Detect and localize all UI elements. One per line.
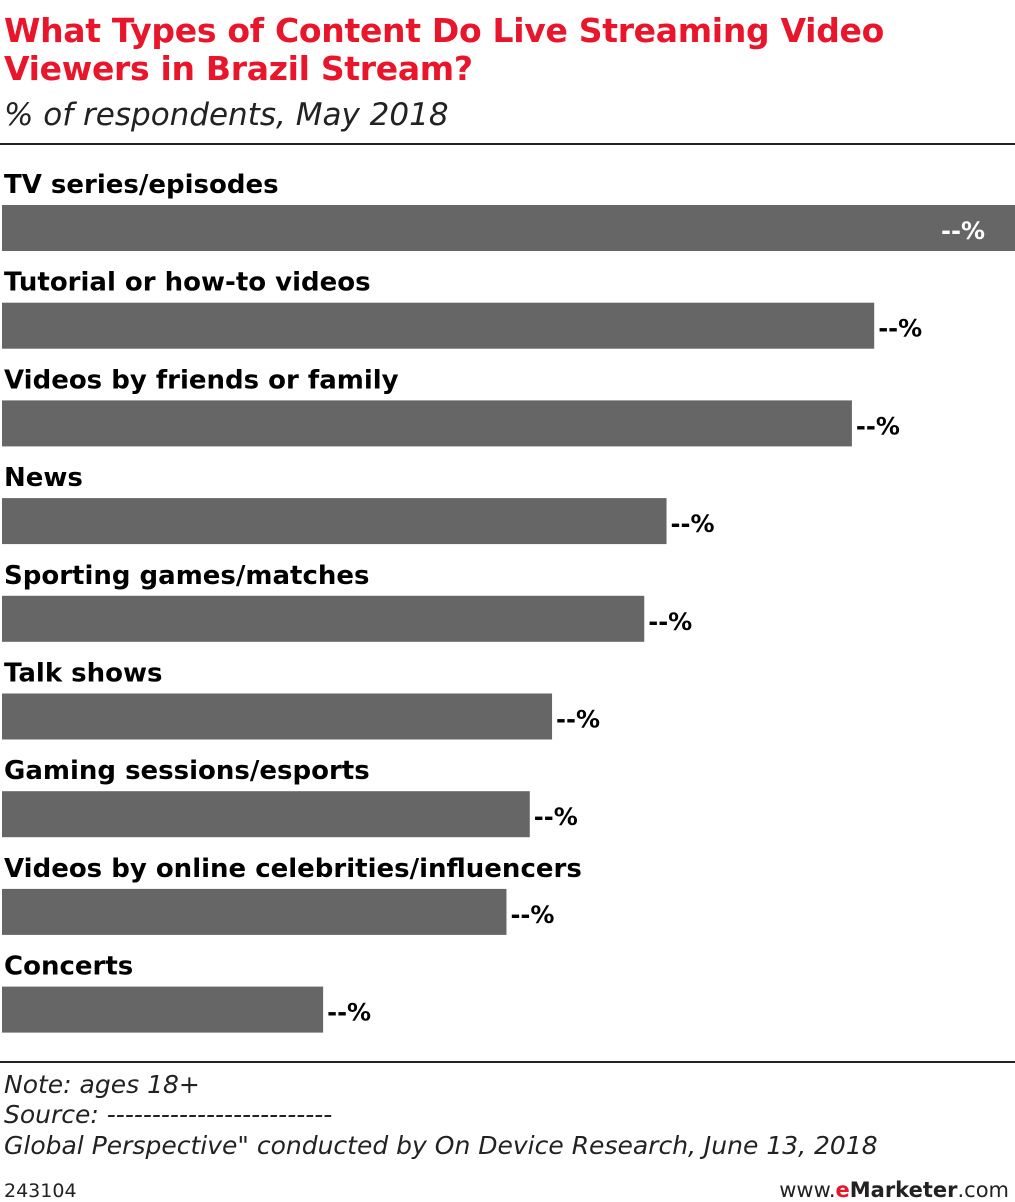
value-label: --%: [878, 315, 922, 343]
chart-id: 243104: [4, 1180, 77, 1202]
bar: [2, 205, 1015, 251]
value-label: --%: [671, 510, 715, 538]
category-label: News: [4, 463, 83, 493]
bar: [2, 400, 852, 447]
bar: [2, 888, 507, 935]
category-label: Gaming sessions/esports: [4, 756, 370, 786]
bar: [2, 595, 645, 642]
category-label: Concerts: [4, 952, 133, 982]
value-label: --%: [856, 412, 900, 440]
value-label: --%: [648, 608, 692, 636]
value-label: --%: [556, 706, 600, 734]
category-label: Talk shows: [4, 659, 163, 689]
footer-source: Source: -------------------------: [4, 1100, 333, 1129]
top-divider: [0, 143, 1015, 145]
bar: [2, 791, 530, 838]
bar: [2, 693, 553, 740]
category-label: Videos by online celebrities/influencers: [4, 854, 582, 884]
value-label: --%: [534, 803, 578, 831]
chart-subtitle: % of respondents, May 2018: [4, 97, 449, 133]
category-label: Tutorial or how-to videos: [4, 268, 371, 298]
chart-title: What Types of Content Do Live Streaming …: [4, 11, 884, 88]
footer-source-detail: Global Perspective" conducted by On Devi…: [4, 1131, 878, 1160]
value-label: --%: [510, 901, 554, 929]
bottom-divider: [0, 1061, 1015, 1063]
footer-note: Note: ages 18+: [4, 1070, 200, 1099]
category-label: TV series/episodes: [4, 170, 279, 200]
value-label: --%: [941, 217, 985, 245]
bar: [2, 498, 667, 545]
category-label: Sporting games/matches: [4, 561, 370, 591]
category-label: Videos by friends or family: [4, 365, 399, 395]
bar: [2, 986, 324, 1033]
value-label: --%: [327, 999, 371, 1027]
bar: [2, 302, 875, 349]
brand-logo: www.eMarketer.com: [779, 1178, 1009, 1202]
